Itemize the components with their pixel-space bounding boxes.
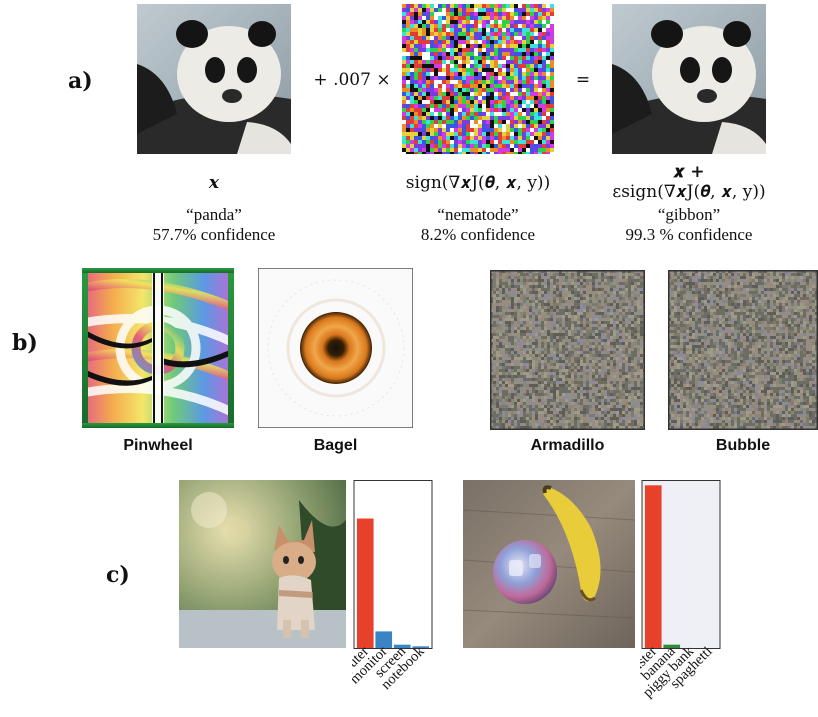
math-sign-gradient: sign(∇𝒙J(𝜽, 𝒙, y)) bbox=[405, 173, 551, 193]
bar-screen bbox=[393, 644, 411, 648]
pinwheel-image bbox=[82, 268, 234, 428]
panel-b-label: b) bbox=[12, 330, 38, 356]
banana-sticker-image bbox=[463, 480, 635, 648]
confidence-panda: 57.7% confidence bbox=[152, 225, 276, 244]
bubble-image bbox=[668, 270, 818, 430]
caption-bagel: Bagel bbox=[313, 437, 358, 454]
confidence-gibbon: 99.3 % confidence bbox=[625, 225, 753, 244]
math-x: 𝒙 bbox=[208, 173, 220, 193]
armadillo-image bbox=[490, 270, 645, 430]
adversarial-panda-image bbox=[612, 4, 766, 154]
kitten-image bbox=[179, 480, 346, 648]
bagel-image bbox=[258, 268, 413, 428]
bar-banana bbox=[663, 644, 681, 648]
chart-sticker-predictions: toaster banana piggy bank spaghetti bbox=[640, 480, 730, 712]
confidence-nematode: 8.2% confidence bbox=[420, 225, 536, 244]
math-x-plus: 𝒙 + bbox=[673, 162, 705, 182]
label-nematode: “nematode” bbox=[437, 205, 519, 224]
caption-pinwheel: Pinwheel bbox=[123, 437, 193, 454]
panel-a-label: a) bbox=[68, 68, 93, 94]
caption-armadillo: Armadillo bbox=[530, 437, 605, 454]
label-panda: “panda” bbox=[186, 205, 242, 224]
bar-toaster bbox=[644, 485, 662, 648]
label-gibbon: “gibbon” bbox=[657, 205, 721, 224]
panda-image bbox=[137, 4, 291, 154]
perturbation-noise-image bbox=[402, 4, 554, 154]
caption-bubble: Bubble bbox=[715, 437, 771, 454]
op-equals: = bbox=[575, 70, 591, 90]
op-plus-times: + .007 × bbox=[313, 70, 391, 90]
panel-c-label: c) bbox=[106, 562, 130, 588]
bar-notebook bbox=[412, 646, 430, 648]
math-epsilon-sign: εsign(∇𝒙J(𝜽, 𝒙, y)) bbox=[612, 182, 766, 202]
bar-computer bbox=[356, 518, 374, 648]
chart-kitten-predictions: computer monitor screen notebook bbox=[352, 480, 442, 712]
bar-monitor bbox=[375, 631, 393, 648]
